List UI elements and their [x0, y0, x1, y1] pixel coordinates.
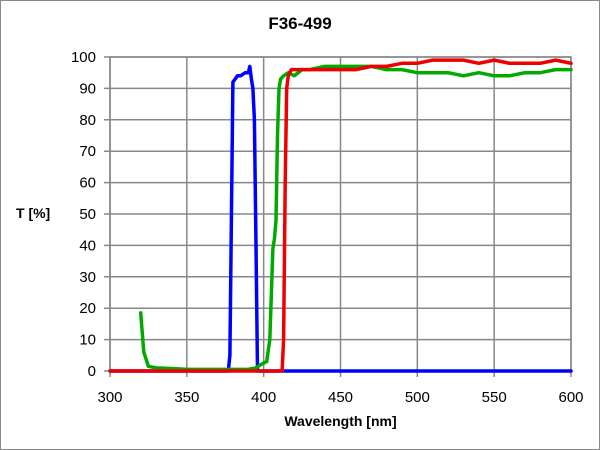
- y-tick-label: 60: [79, 175, 96, 192]
- gridlines: [104, 56, 572, 377]
- x-tick-label: 300: [97, 389, 122, 406]
- tick-labels: 0 10 20 30 40 50 60 70 80 90 100 300 350 400 450 500 550…: [71, 49, 584, 406]
- x-tick-label: 550: [482, 389, 507, 406]
- y-tick-label: 90: [79, 80, 96, 97]
- y-tick-label: 80: [79, 112, 96, 129]
- x-tick-label: 450: [328, 389, 353, 406]
- y-tick-label: 30: [79, 269, 96, 286]
- data-series: [108, 58, 573, 373]
- series-line: [108, 58, 573, 373]
- x-tick-label: 350: [174, 389, 199, 406]
- y-tick-label: 70: [79, 143, 96, 160]
- x-tick-label: 600: [558, 389, 583, 406]
- y-tick-label: 40: [79, 237, 96, 254]
- y-tick-label: 20: [79, 300, 96, 317]
- series-line: [108, 64, 573, 373]
- y-tick-label: 10: [79, 332, 96, 349]
- series-line: [138, 64, 573, 372]
- x-tick-label: 500: [405, 389, 430, 406]
- x-axis-label: Wavelength [nm]: [284, 413, 397, 429]
- chart-title: F36-499: [268, 14, 332, 33]
- y-axis-label: T [%]: [16, 205, 51, 221]
- y-tick-label: 50: [79, 206, 96, 223]
- x-tick-label: 400: [251, 389, 276, 406]
- y-tick-label: 0: [88, 363, 96, 380]
- y-tick-label: 100: [71, 49, 96, 66]
